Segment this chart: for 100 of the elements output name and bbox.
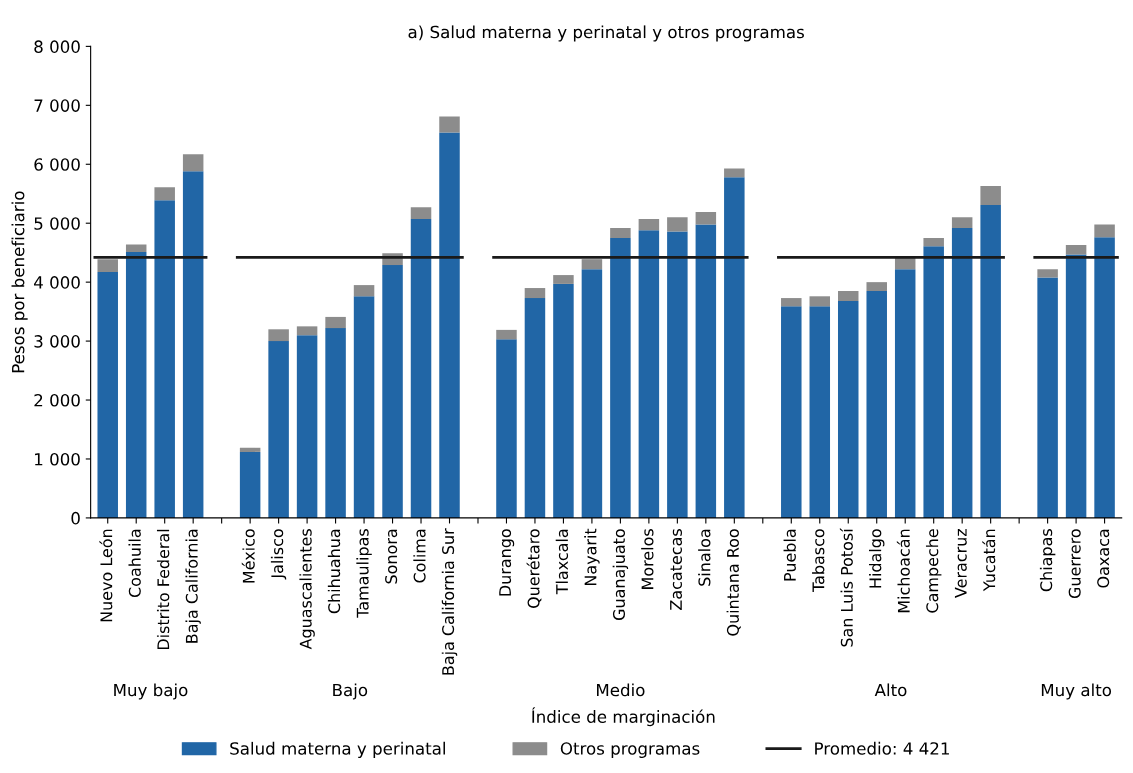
bar	[667, 217, 688, 232]
x-tick-label: Puebla	[783, 529, 796, 581]
bar	[268, 341, 289, 518]
bar	[610, 227, 631, 238]
bar	[524, 298, 546, 518]
bar	[837, 290, 859, 302]
x-tick-label: Baja California Sur	[441, 528, 458, 675]
bar	[781, 306, 802, 518]
legend-label: Promedio: 4 421	[815, 741, 949, 755]
text: Bajo	[333, 683, 368, 700]
bar	[581, 269, 603, 518]
x-tick-label: Colima	[413, 529, 426, 583]
bar	[1065, 245, 1087, 255]
bar	[182, 154, 204, 172]
x-tick-label: Tamaulipas	[356, 529, 372, 618]
x-tick-label: Nayarit	[584, 528, 600, 585]
bar	[1037, 269, 1058, 278]
x-tick-label: Baja California	[185, 529, 201, 643]
bar	[638, 219, 660, 231]
bar	[125, 244, 147, 253]
x-tick-label: Distrito Federal	[156, 529, 170, 650]
x-tick-label: Hidalgo	[869, 529, 885, 588]
x-tick-label: Chiapas	[1039, 529, 1056, 592]
bar	[1094, 237, 1115, 518]
bar	[837, 301, 859, 518]
bar	[1065, 254, 1087, 518]
bar	[581, 259, 603, 270]
bar	[809, 306, 831, 518]
bar	[97, 259, 118, 273]
x-tick-label: Zacatecas	[670, 529, 682, 610]
bar	[980, 186, 1001, 205]
y-tick-label: 2 000	[34, 393, 80, 407]
bar	[439, 116, 460, 133]
bar	[296, 326, 318, 336]
bar	[353, 296, 375, 518]
x-tick-label: Yucatán	[982, 529, 996, 592]
bar	[239, 451, 261, 518]
y-tick-label: 3 000	[34, 335, 80, 348]
bar	[325, 316, 346, 329]
x-tick-label: Coahuila	[128, 529, 141, 598]
bar	[923, 237, 944, 247]
bar	[353, 285, 375, 297]
bar	[724, 168, 745, 178]
bar	[496, 329, 517, 340]
bar	[268, 329, 289, 342]
x-tick-label: Veracruz	[954, 529, 967, 598]
bar	[125, 252, 147, 518]
x-tick-label: Nuevo León	[99, 529, 113, 622]
bar	[980, 204, 1001, 518]
bar	[695, 212, 717, 225]
bar	[296, 335, 318, 518]
x-tick-label: Guerrero	[1068, 529, 1081, 599]
bar	[638, 230, 660, 518]
bar	[410, 207, 432, 220]
bar	[866, 282, 887, 291]
y-tick-label: 5 000	[34, 217, 80, 230]
bar	[951, 217, 973, 228]
bar	[923, 246, 944, 518]
y-axis-title: Pesos por beneficiario	[11, 191, 28, 373]
legend-label: Salud materna y perinatal	[230, 741, 445, 758]
bar	[724, 177, 745, 518]
bar	[894, 269, 916, 518]
bar	[97, 272, 118, 518]
x-axis-title: Índice de marginación	[532, 707, 715, 727]
bar	[695, 224, 717, 518]
x-tick-label: Quintana Roo	[726, 529, 741, 636]
bar	[553, 283, 574, 518]
x-tick-label: México	[241, 529, 255, 583]
x-tick-label: Tlaxcala	[555, 529, 569, 595]
x-tick-label: Campeche	[925, 529, 942, 613]
y-tick-label: 7 000	[34, 99, 80, 112]
bar	[951, 227, 973, 518]
bar	[325, 328, 346, 518]
bar	[239, 447, 261, 452]
bar	[410, 219, 432, 518]
x-tick-label: Morelos	[641, 529, 654, 589]
x-tick-label: Oaxaca	[1097, 529, 1110, 588]
chart-title: a) Salud materna y perinatal y otros programas	[408, 25, 804, 42]
x-tick-label: Aguascalientes	[299, 529, 315, 650]
bar	[553, 275, 574, 284]
bar	[667, 231, 688, 518]
x-tick-label: Tabasco	[812, 529, 825, 593]
bar	[866, 290, 887, 518]
legend-label: Otros programas	[560, 742, 700, 758]
x-tick-label: San Luis Potosí	[839, 527, 853, 647]
x-tick-label: Durango	[499, 529, 515, 596]
y-tick-label: 1 000	[35, 452, 80, 466]
bar	[182, 171, 204, 518]
bar	[154, 200, 175, 518]
bar	[154, 187, 175, 201]
bar	[809, 296, 831, 307]
bar	[524, 288, 546, 299]
text: Muy alto	[1041, 683, 1112, 700]
x-tick-label: Sinaloa	[698, 529, 711, 586]
text: Muy bajo	[114, 683, 188, 700]
x-tick-label: Querétaro	[526, 529, 542, 609]
x-tick-label: Chihuahua	[327, 529, 341, 614]
bar	[496, 339, 517, 518]
x-tick-label: Sonora	[385, 529, 398, 584]
y-tick-label: 4 000	[34, 276, 80, 289]
